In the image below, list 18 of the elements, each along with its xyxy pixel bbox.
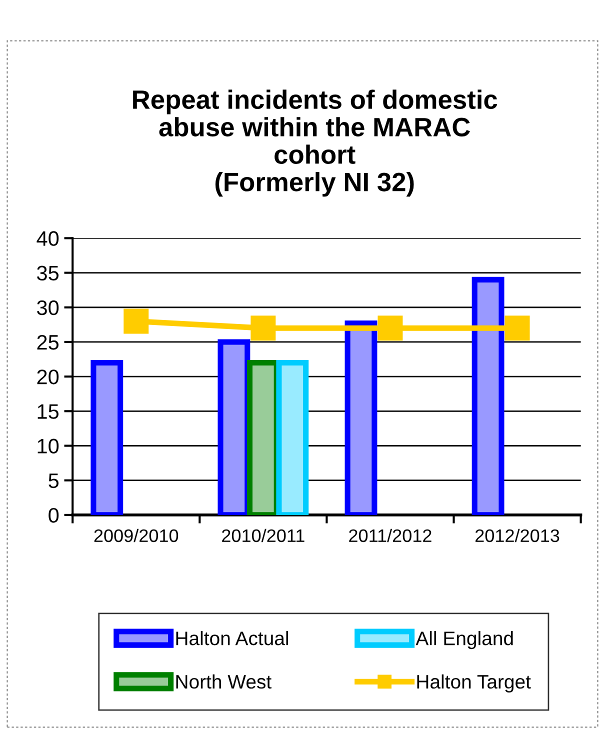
x-tick-label: 2012/2013 (476, 528, 560, 542)
y-tick-label: 20 (37, 370, 59, 384)
y-tick-label: 35 (37, 266, 59, 281)
y-tick-label: 30 (37, 300, 59, 316)
y-tick-label: 10 (38, 438, 59, 454)
y-tick-label: 15 (38, 404, 59, 419)
legend-label: All England (416, 630, 513, 650)
x-tick-label: 2011/2012 (349, 528, 432, 542)
y-tick-label: 5 (48, 474, 59, 488)
legend-label: North West (176, 674, 272, 689)
chart-title: Repeat incidents of domestic abuse within the MARAC cohort (Formerly NI 32) (133, 90, 498, 197)
y-tick-label: 40 (36, 231, 59, 246)
legend-label: Halton Actual (176, 630, 288, 646)
x-tick-label: 2009/2010 (94, 528, 178, 542)
legend-label: Halton Target (417, 674, 531, 693)
y-tick-label: 0 (48, 508, 59, 523)
y-tick-label: 25 (37, 334, 59, 350)
x-tick-label: 2010/2011 (222, 528, 304, 542)
